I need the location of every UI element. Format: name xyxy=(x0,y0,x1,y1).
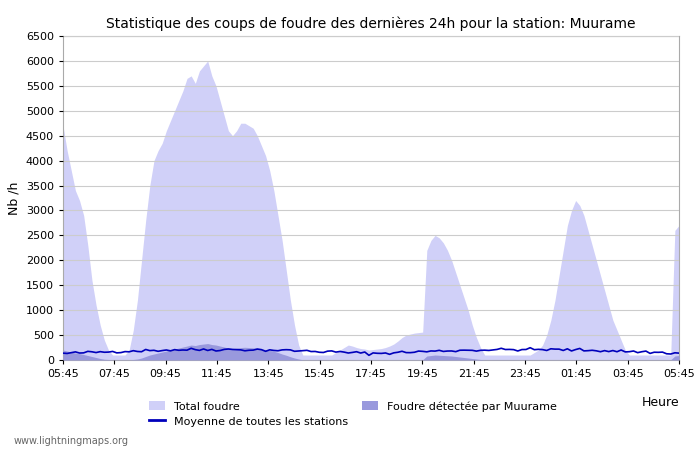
Y-axis label: Nb /h: Nb /h xyxy=(7,181,20,215)
Title: Statistique des coups de foudre des dernières 24h pour la station: Muurame: Statistique des coups de foudre des dern… xyxy=(106,16,636,31)
Text: Heure: Heure xyxy=(641,396,679,409)
Text: www.lightningmaps.org: www.lightningmaps.org xyxy=(14,436,129,446)
Legend: Total foudre, Moyenne de toutes les stations, Foudre détectée par Muurame: Total foudre, Moyenne de toutes les stat… xyxy=(148,401,557,427)
